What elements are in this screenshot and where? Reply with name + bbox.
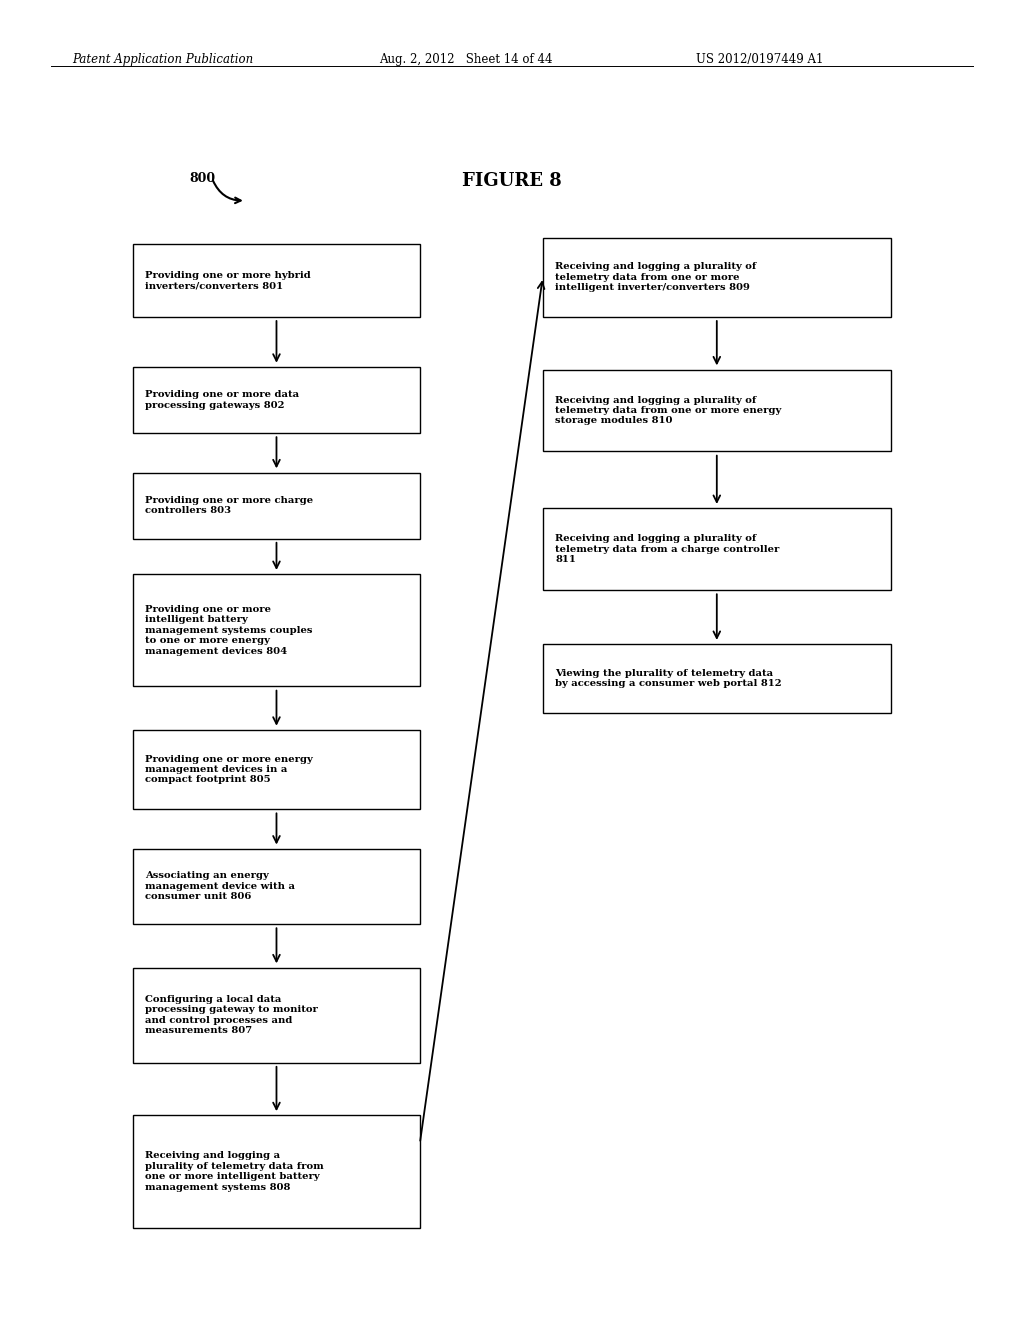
Text: Aug. 2, 2012   Sheet 14 of 44: Aug. 2, 2012 Sheet 14 of 44 [379, 53, 552, 66]
FancyBboxPatch shape [543, 508, 891, 590]
FancyBboxPatch shape [543, 644, 891, 713]
Text: Providing one or more charge
controllers 803: Providing one or more charge controllers… [145, 496, 313, 515]
FancyBboxPatch shape [133, 1115, 420, 1228]
Text: 800: 800 [189, 172, 216, 185]
Text: Providing one or more energy
management devices in a
compact footprint 805: Providing one or more energy management … [145, 755, 313, 784]
FancyBboxPatch shape [543, 370, 891, 451]
Text: Receiving and logging a plurality of
telemetry data from one or more energy
stor: Receiving and logging a plurality of tel… [555, 396, 781, 425]
FancyBboxPatch shape [133, 730, 420, 809]
FancyBboxPatch shape [133, 968, 420, 1063]
Text: US 2012/0197449 A1: US 2012/0197449 A1 [696, 53, 823, 66]
FancyBboxPatch shape [543, 238, 891, 317]
Text: Receiving and logging a
plurality of telemetry data from
one or more intelligent: Receiving and logging a plurality of tel… [145, 1151, 325, 1192]
Text: Providing one or more
intelligent battery
management systems couples
to one or m: Providing one or more intelligent batter… [145, 605, 313, 656]
Text: FIGURE 8: FIGURE 8 [462, 172, 562, 190]
FancyBboxPatch shape [133, 367, 420, 433]
Text: Configuring a local data
processing gateway to monitor
and control processes and: Configuring a local data processing gate… [145, 995, 318, 1035]
FancyBboxPatch shape [133, 244, 420, 317]
Text: Receiving and logging a plurality of
telemetry data from a charge controller
811: Receiving and logging a plurality of tel… [555, 535, 779, 564]
Text: Providing one or more data
processing gateways 802: Providing one or more data processing ga… [145, 391, 300, 409]
FancyBboxPatch shape [133, 574, 420, 686]
Text: Patent Application Publication: Patent Application Publication [72, 53, 253, 66]
Text: Providing one or more hybrid
inverters/converters 801: Providing one or more hybrid inverters/c… [145, 271, 311, 290]
Text: Receiving and logging a plurality of
telemetry data from one or more
intelligent: Receiving and logging a plurality of tel… [555, 263, 757, 292]
FancyBboxPatch shape [133, 849, 420, 924]
Text: Viewing the plurality of telemetry data
by accessing a consumer web portal 812: Viewing the plurality of telemetry data … [555, 669, 781, 688]
Text: Associating an energy
management device with a
consumer unit 806: Associating an energy management device … [145, 871, 295, 902]
FancyBboxPatch shape [133, 473, 420, 539]
